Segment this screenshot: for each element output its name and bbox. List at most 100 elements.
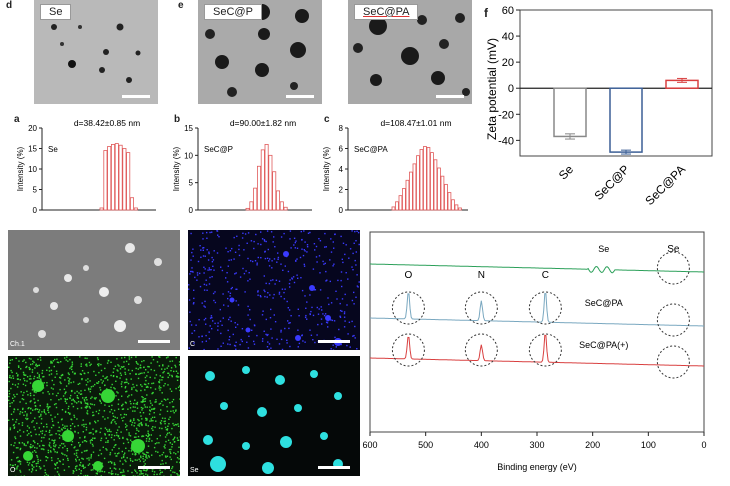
- eds-blob: [295, 335, 301, 341]
- eds-dot: [136, 472, 138, 474]
- eds-dot: [278, 291, 281, 294]
- eds-dot: [136, 390, 138, 392]
- eds-dot: [249, 278, 251, 280]
- eds-dot: [204, 268, 206, 270]
- eds-dot: [141, 418, 143, 420]
- eds-dot: [315, 245, 318, 248]
- eds-dot: [138, 419, 140, 422]
- eds-dot: [146, 468, 149, 471]
- eds-dot: [239, 276, 242, 278]
- eds-dot: [136, 429, 138, 431]
- eds-dot: [125, 391, 127, 393]
- eds-dot: [225, 247, 227, 249]
- eds-dot: [135, 432, 137, 435]
- eds-dot: [148, 437, 151, 440]
- eds-dot: [45, 430, 47, 432]
- eds-dot: [128, 363, 130, 365]
- dls-bar: [103, 150, 108, 211]
- eds-dot: [204, 306, 206, 308]
- eds-dot: [49, 406, 51, 408]
- eds-dot: [54, 416, 56, 418]
- eds-dot: [80, 402, 82, 404]
- eds-dot: [265, 240, 267, 243]
- eds-dot: [145, 470, 147, 472]
- eds-blob: [93, 461, 103, 471]
- eds-dot: [69, 358, 71, 361]
- eds-dot: [329, 259, 331, 261]
- eds-dot: [116, 455, 118, 457]
- eds-dot: [303, 230, 305, 232]
- eds-dot: [142, 455, 144, 458]
- eds-dot: [145, 438, 148, 440]
- eds-dot: [76, 465, 78, 467]
- eds-dot: [340, 271, 343, 273]
- eds-dot: [104, 427, 107, 429]
- eds-dot: [269, 294, 271, 296]
- eds-dot: [325, 321, 328, 323]
- eds-dot: [59, 444, 61, 447]
- eds-dot: [74, 446, 76, 448]
- eds-dot: [84, 406, 87, 409]
- eds-dot: [130, 450, 133, 452]
- eds-dot: [233, 236, 235, 239]
- eds-dot: [159, 473, 161, 475]
- eds-dot: [242, 232, 244, 234]
- eds-dot: [247, 257, 249, 260]
- eds-dot: [124, 459, 126, 461]
- eds-dot: [69, 425, 72, 427]
- eds-dot: [150, 418, 152, 420]
- eds-dot: [118, 452, 120, 454]
- eds-dot: [139, 372, 141, 375]
- eds-dot: [138, 373, 140, 375]
- eds-dot: [104, 377, 106, 380]
- eds-dot: [58, 460, 61, 462]
- eds-dot: [146, 394, 148, 396]
- eds-blob: [23, 451, 33, 461]
- eds-dot: [177, 425, 180, 427]
- x-tick-label: 500: [418, 440, 433, 450]
- eds-dot: [11, 359, 13, 361]
- eds-dot: [26, 430, 28, 432]
- eds-dot: [75, 449, 77, 452]
- eds-dot: [110, 473, 113, 475]
- sem-particles: [33, 243, 169, 338]
- eds-dot: [10, 413, 13, 415]
- eds-dot: [120, 374, 122, 376]
- eds-dot: [139, 460, 141, 462]
- eds-dot: [171, 446, 173, 448]
- eds-dot: [14, 437, 17, 440]
- se-region-circle: [656, 251, 690, 285]
- eds-dot: [45, 413, 47, 415]
- eds-dot: [147, 425, 149, 427]
- eds-dot: [309, 313, 311, 315]
- eds-dot: [229, 295, 231, 297]
- eds-dot: [82, 397, 84, 399]
- eds-dot: [147, 430, 149, 432]
- eds-dot: [288, 309, 291, 311]
- eds-dot: [170, 370, 172, 372]
- eds-dot: [131, 387, 133, 389]
- eds-dot: [177, 439, 179, 441]
- eds-dot: [81, 457, 83, 460]
- eds-dot: [89, 442, 92, 444]
- eds-dot: [28, 357, 31, 360]
- eds-dot: [191, 267, 193, 269]
- eds-dot: [339, 316, 342, 318]
- eds-dot: [70, 444, 73, 446]
- eds-dot: [65, 385, 68, 387]
- eds-dot: [13, 411, 15, 413]
- eds-dot: [84, 372, 86, 375]
- eds-dot: [205, 279, 207, 281]
- eds-dot: [42, 448, 44, 450]
- eds-dot: [84, 435, 86, 438]
- panel-letter-c: c: [324, 114, 330, 125]
- eds-dot: [67, 360, 69, 362]
- eds-dot: [35, 465, 38, 467]
- eds-dot: [84, 436, 86, 439]
- eds-dot: [104, 404, 106, 406]
- eds-dot: [145, 455, 147, 457]
- eds-dot: [141, 360, 143, 363]
- eds-dot: [116, 453, 119, 455]
- y-tick-label: 4: [339, 165, 344, 174]
- eds-dot: [156, 442, 158, 444]
